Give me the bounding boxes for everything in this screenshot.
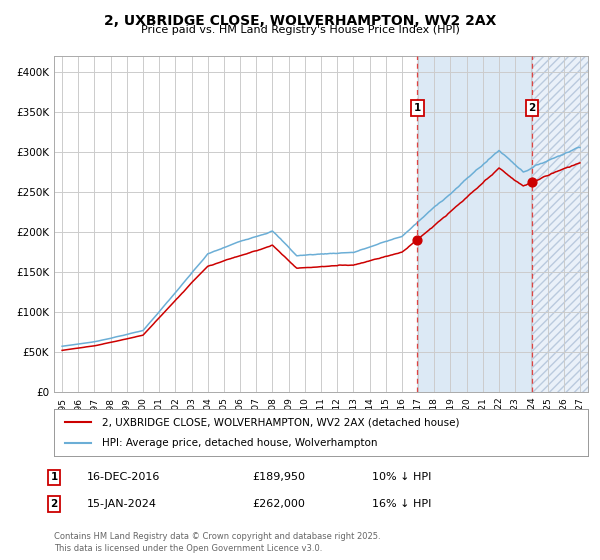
Text: HPI: Average price, detached house, Wolverhampton: HPI: Average price, detached house, Wolv… bbox=[102, 438, 377, 448]
Bar bbox=[532, 56, 588, 392]
Text: £189,950: £189,950 bbox=[252, 472, 305, 482]
Text: 2: 2 bbox=[529, 103, 536, 113]
Bar bbox=[418, 56, 532, 392]
Text: Price paid vs. HM Land Registry's House Price Index (HPI): Price paid vs. HM Land Registry's House … bbox=[140, 25, 460, 35]
Text: Contains HM Land Registry data © Crown copyright and database right 2025.
This d: Contains HM Land Registry data © Crown c… bbox=[54, 533, 380, 553]
Text: 10% ↓ HPI: 10% ↓ HPI bbox=[372, 472, 431, 482]
Text: 2, UXBRIDGE CLOSE, WOLVERHAMPTON, WV2 2AX (detached house): 2, UXBRIDGE CLOSE, WOLVERHAMPTON, WV2 2A… bbox=[102, 417, 460, 427]
Text: £262,000: £262,000 bbox=[252, 499, 305, 509]
Text: 16-DEC-2016: 16-DEC-2016 bbox=[87, 472, 160, 482]
Text: 16% ↓ HPI: 16% ↓ HPI bbox=[372, 499, 431, 509]
Text: 1: 1 bbox=[414, 103, 421, 113]
Text: 2: 2 bbox=[50, 499, 58, 509]
Text: 2, UXBRIDGE CLOSE, WOLVERHAMPTON, WV2 2AX: 2, UXBRIDGE CLOSE, WOLVERHAMPTON, WV2 2A… bbox=[104, 14, 496, 28]
Point bbox=[413, 236, 422, 245]
Text: 15-JAN-2024: 15-JAN-2024 bbox=[87, 499, 157, 509]
Text: 1: 1 bbox=[50, 472, 58, 482]
Point bbox=[527, 178, 537, 187]
